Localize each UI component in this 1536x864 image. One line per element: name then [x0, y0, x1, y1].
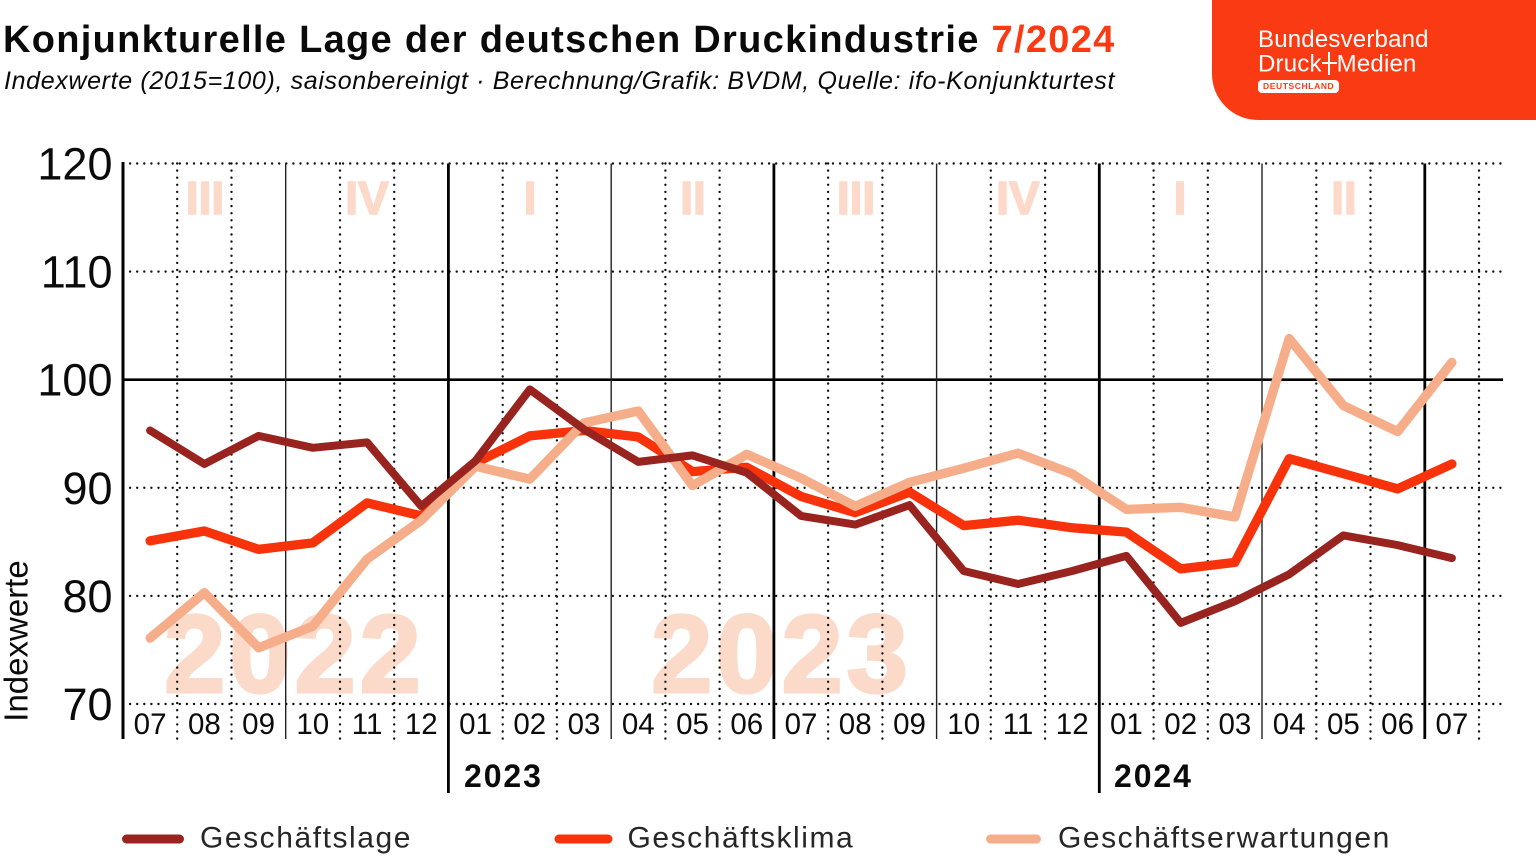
svg-text:06: 06 [730, 708, 763, 741]
svg-text:2023: 2023 [651, 593, 912, 716]
svg-text:2024: 2024 [1114, 758, 1193, 794]
svg-text:05: 05 [1327, 708, 1360, 741]
svg-text:Geschäftsklima: Geschäftsklima [628, 822, 855, 855]
svg-text:II: II [680, 172, 706, 224]
svg-text:III: III [837, 172, 875, 224]
svg-text:Indexwerte: Indexwerte [0, 560, 35, 721]
svg-text:2022: 2022 [164, 593, 425, 716]
svg-text:06: 06 [1381, 708, 1414, 741]
svg-text:IV: IV [345, 172, 389, 224]
svg-text:70: 70 [62, 679, 112, 730]
svg-text:12: 12 [1056, 708, 1089, 741]
svg-text:11: 11 [352, 708, 383, 741]
svg-text:08: 08 [188, 708, 221, 741]
svg-text:02: 02 [513, 708, 546, 741]
svg-text:07: 07 [785, 708, 818, 741]
svg-text:03: 03 [568, 708, 601, 741]
svg-text:10: 10 [296, 708, 329, 741]
svg-text:04: 04 [622, 708, 655, 741]
svg-text:IV: IV [996, 172, 1040, 224]
svg-text:2023: 2023 [464, 758, 543, 794]
svg-text:80: 80 [62, 571, 112, 622]
svg-text:07: 07 [134, 708, 167, 741]
svg-text:09: 09 [893, 708, 926, 741]
svg-text:I: I [524, 172, 537, 224]
svg-text:12: 12 [405, 708, 438, 741]
svg-text:01: 01 [459, 708, 492, 741]
svg-text:90: 90 [62, 463, 112, 514]
svg-text:02: 02 [1164, 708, 1197, 741]
svg-text:08: 08 [839, 708, 872, 741]
svg-text:100: 100 [37, 355, 112, 406]
svg-text:03: 03 [1218, 708, 1251, 741]
svg-text:09: 09 [242, 708, 275, 741]
svg-text:01: 01 [1110, 708, 1143, 741]
svg-text:Geschäftslage: Geschäftslage [200, 822, 412, 855]
svg-text:II: II [1331, 172, 1357, 224]
svg-text:10: 10 [947, 708, 980, 741]
svg-text:Geschäftserwartungen: Geschäftserwartungen [1058, 822, 1391, 855]
svg-text:07: 07 [1435, 708, 1468, 741]
svg-text:11: 11 [1003, 708, 1034, 741]
svg-text:110: 110 [41, 247, 113, 298]
svg-text:I: I [1174, 172, 1187, 224]
svg-text:04: 04 [1273, 708, 1306, 741]
svg-text:III: III [186, 172, 224, 224]
svg-text:120: 120 [37, 139, 112, 190]
svg-text:05: 05 [676, 708, 709, 741]
